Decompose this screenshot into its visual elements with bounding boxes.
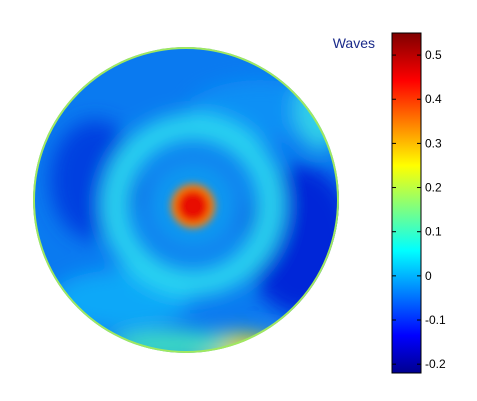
colorbar-ticks: -0.2 -0.1 0 0.1 0.2 0.3 0.4 0.5 — [392, 48, 446, 371]
colorbar-label: Waves — [333, 35, 375, 51]
colorbar: -0.2 -0.1 0 0.1 0.2 0.3 0.4 0.5 Waves — [333, 32, 446, 374]
colorbar-tick-label: -0.2 — [425, 357, 446, 371]
colorbar-tick-label: 0.3 — [425, 136, 442, 150]
colorbar-gradient — [391, 32, 422, 374]
colorbar-tick-label: 0.5 — [425, 48, 442, 62]
colorbar-tick-label: 0 — [425, 269, 432, 283]
colorbar-tick-label: 0.1 — [425, 225, 442, 239]
wavefront-heatmap — [33, 47, 339, 353]
colorbar-tick-label: 0.4 — [425, 92, 442, 106]
colorbar-tick-label: -0.1 — [425, 313, 446, 327]
colorbar-tick-label: 0.2 — [425, 181, 442, 195]
